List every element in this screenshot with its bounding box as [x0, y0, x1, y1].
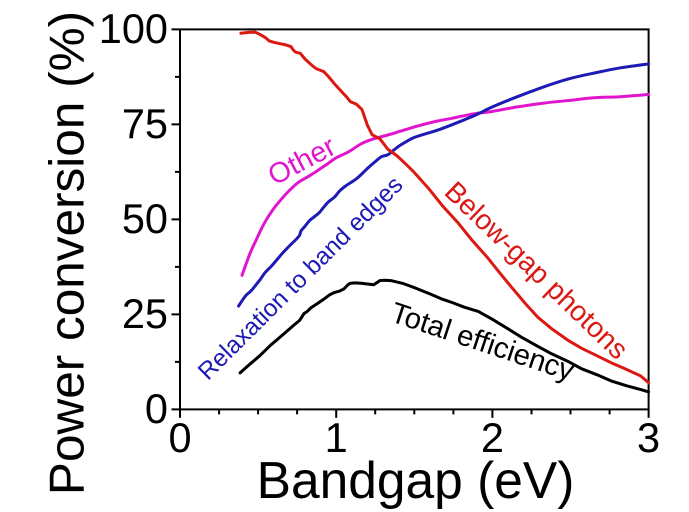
svg-text:25: 25 [122, 290, 168, 337]
svg-text:50: 50 [122, 195, 168, 242]
svg-text:1: 1 [325, 414, 348, 461]
svg-text:0: 0 [168, 414, 191, 461]
svg-text:3: 3 [637, 414, 660, 461]
svg-text:2: 2 [481, 414, 504, 461]
svg-text:Bandgap (eV): Bandgap (eV) [257, 451, 575, 509]
svg-text:75: 75 [122, 100, 168, 147]
svg-text:100: 100 [99, 5, 168, 52]
svg-text:Power conversion (%): Power conversion (%) [40, 11, 95, 495]
svg-text:0: 0 [145, 385, 168, 432]
